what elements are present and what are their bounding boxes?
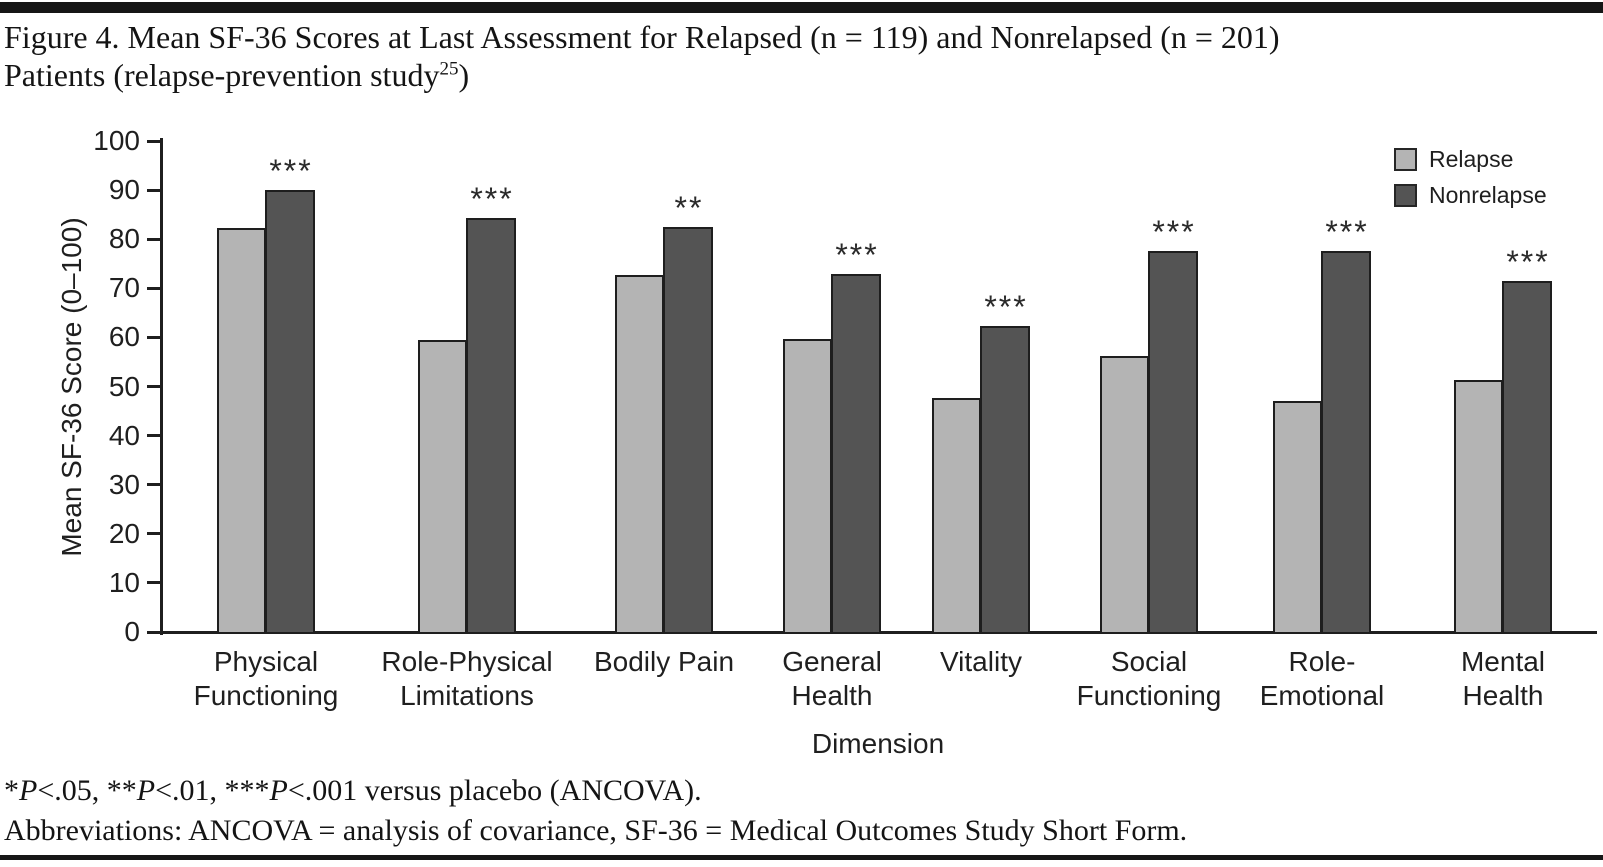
y-tick xyxy=(147,532,160,536)
bar-relapse-physical-functioning xyxy=(217,227,266,634)
legend-item-relapse: Relapse xyxy=(1394,146,1547,173)
bar-relapse-social-functioning xyxy=(1100,356,1149,634)
y-tick-label: 20 xyxy=(108,517,140,549)
category-label-line: Physical xyxy=(213,646,319,677)
bar-relapse-general-health xyxy=(783,339,832,634)
y-tick xyxy=(147,188,160,192)
figure-title-line2: Patients (relapse-prevention study xyxy=(4,57,440,93)
category-label-social-functioning: Social Functioning xyxy=(1029,645,1269,713)
y-tick-label: 70 xyxy=(108,272,140,304)
legend-swatch-nonrelapse xyxy=(1394,184,1417,207)
y-tick-label: 0 xyxy=(124,616,140,647)
y-tick-label: 40 xyxy=(108,419,140,451)
significance-marker-mental-health: *** xyxy=(1506,244,1550,281)
category-label-line: Functioning xyxy=(193,680,339,711)
category-label-line: Social xyxy=(1110,646,1188,677)
bar-relapse-bodily-pain xyxy=(615,275,664,634)
p-value-symbol: P xyxy=(136,774,156,807)
y-tick xyxy=(147,237,160,241)
figure-title-line2-close: ) xyxy=(458,57,470,93)
category-label-mental-health: Mental Health xyxy=(1383,645,1603,713)
bar-nonrelapse-physical-functioning xyxy=(265,189,315,634)
significance-marker-general-health: *** xyxy=(835,237,879,274)
y-tick xyxy=(147,385,160,388)
bottom-rule xyxy=(0,855,1603,860)
legend-swatch-relapse xyxy=(1394,148,1417,171)
note-text: <.001 versus placebo (ANCOVA). xyxy=(287,774,702,807)
significance-marker-role-emotional: *** xyxy=(1325,213,1369,250)
significance-note: *P<.05, **P<.01, ***P<.001 versus placeb… xyxy=(4,774,702,808)
abbreviations-note: Abbreviations: ANCOVA = analysis of cova… xyxy=(4,814,1188,847)
category-label-line: Limitations xyxy=(400,680,534,711)
category-label-line: Health xyxy=(791,680,873,711)
category-label-line: Health xyxy=(1462,680,1544,711)
y-tick xyxy=(147,335,160,339)
bar-relapse-mental-health xyxy=(1454,379,1503,634)
category-label-line: Emotional xyxy=(1259,680,1385,711)
top-rule xyxy=(0,2,1603,13)
p-value-symbol: P xyxy=(19,774,38,807)
category-label-role-physical-limitations: Role-Physical Limitations xyxy=(347,645,587,713)
significance-marker-vitality: *** xyxy=(984,288,1028,325)
y-tick-label: 80 xyxy=(108,223,140,255)
x-axis-title: Dimension xyxy=(811,728,945,759)
bar-relapse-vitality xyxy=(932,398,981,634)
category-label-line: Bodily Pain xyxy=(593,646,735,677)
bar-nonrelapse-bodily-pain xyxy=(663,227,713,634)
bar-nonrelapse-general-health xyxy=(831,274,881,634)
y-tick-label: 100 xyxy=(93,125,140,156)
y-axis-line xyxy=(160,138,163,635)
category-label-line: Role- xyxy=(1288,646,1356,677)
bar-nonrelapse-vitality xyxy=(980,325,1030,634)
bar-nonrelapse-social-functioning xyxy=(1148,250,1198,634)
significance-marker-social-functioning: *** xyxy=(1152,213,1196,250)
figure-title: Figure 4. Mean SF-36 Scores at Last Asse… xyxy=(4,18,1280,94)
category-label-line: Vitality xyxy=(940,646,1022,677)
y-tick xyxy=(147,630,160,634)
legend-item-nonrelapse: Nonrelapse xyxy=(1394,182,1547,209)
y-tick-label: 10 xyxy=(108,566,140,598)
y-tick-label: 30 xyxy=(108,468,140,500)
y-tick-label: 90 xyxy=(108,174,140,206)
category-label-role-emotional: Role- Emotional xyxy=(1202,645,1442,713)
legend-label-relapse: Relapse xyxy=(1429,146,1514,172)
legend: Relapse Nonrelapse xyxy=(1394,146,1547,218)
category-label-vitality: Vitality xyxy=(861,645,1101,679)
y-tick xyxy=(147,286,160,290)
category-label-physical-functioning: Physical Functioning xyxy=(146,645,386,713)
y-tick-label: 60 xyxy=(108,321,140,353)
category-label-general-health: General Health xyxy=(712,645,952,713)
category-label-line: Role-Physical xyxy=(381,646,553,677)
note-text: * xyxy=(4,774,19,807)
significance-marker-bodily-pain: ** xyxy=(674,190,704,227)
figure-title-reference-superscript: 25 xyxy=(439,58,459,80)
bar-nonrelapse-role-physical-limitations xyxy=(466,218,516,634)
y-tick xyxy=(147,483,160,487)
note-text: <.01, *** xyxy=(155,774,270,807)
category-label-bodily-pain: Bodily Pain xyxy=(544,645,784,679)
figure-title-line1: Figure 4. Mean SF-36 Scores at Last Asse… xyxy=(4,19,1280,55)
bar-nonrelapse-mental-health xyxy=(1502,281,1552,634)
significance-marker-role-physical-limitations: *** xyxy=(470,181,514,218)
category-label-line: Functioning xyxy=(1076,680,1222,711)
bar-relapse-role-physical-limitations xyxy=(418,340,467,634)
legend-label-nonrelapse: Nonrelapse xyxy=(1429,182,1547,208)
bar-nonrelapse-role-emotional xyxy=(1321,250,1371,634)
p-value-symbol: P xyxy=(269,774,288,807)
y-tick xyxy=(147,139,160,143)
note-text: <.05, ** xyxy=(37,774,137,807)
y-tick-label: 50 xyxy=(108,370,140,402)
category-label-line: General xyxy=(782,646,882,677)
y-tick xyxy=(147,581,160,585)
category-label-line: Mental xyxy=(1460,646,1546,677)
y-tick xyxy=(147,434,160,438)
bar-relapse-role-emotional xyxy=(1273,401,1322,634)
significance-marker-physical-functioning: *** xyxy=(269,152,313,189)
